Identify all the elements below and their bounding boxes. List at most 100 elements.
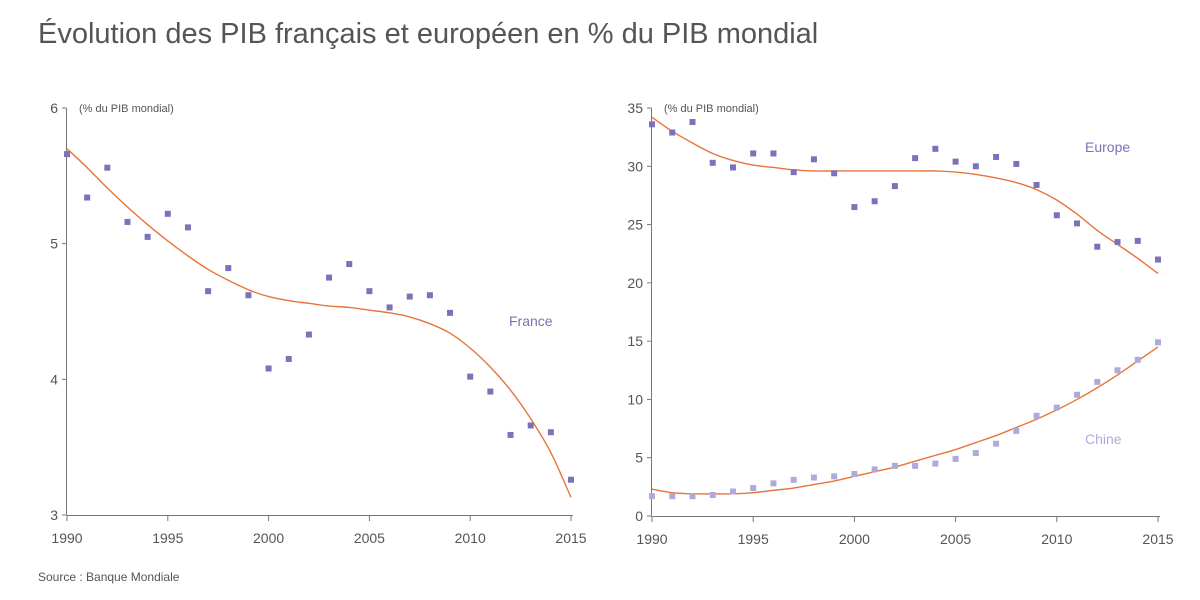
chart2-chine-point [891,462,898,469]
chart1-france-point [447,309,454,316]
chart2-chine-point [750,485,757,492]
chart2-chine-point [912,462,919,469]
chart1-france-point [225,265,232,272]
chart2-chine-point [669,493,676,500]
chart2-y-tick-label: 0 [635,508,643,524]
chart2-x-tick-label: 2005 [940,531,971,547]
chart2-europe-point [912,155,919,162]
chart1-france-trend-line [66,148,572,498]
chart1-france-point [144,233,151,240]
chart1-france-point [184,224,191,231]
chart2-europe-point [1013,160,1020,167]
chart2-europe-point [851,204,858,211]
chart1-france-point [426,292,433,299]
chart2-y-tick-label: 5 [635,450,643,466]
chart1-france-point [487,388,494,395]
chart1-x-tick-label: 2000 [253,530,284,546]
chart1-france-point [245,292,252,299]
chart1-x-tick-label: 2015 [555,530,586,546]
chart2-chine-point [1155,339,1161,346]
chart2-x-tick-label: 1990 [636,531,667,547]
chart2-chine-point [810,474,817,481]
chart2-europe-point [891,183,898,190]
chart1-y-tick-label: 4 [50,371,58,387]
chart1-x-tick-label: 2005 [354,530,385,546]
chart2-x-tick-label: 1995 [738,531,769,547]
chart2-europe-point [952,158,959,165]
chart2-europe-point [1155,256,1161,263]
chart2-chine-point [689,493,696,500]
chart1-france-point [467,373,474,380]
chart2-chine-label: Chine [1085,431,1122,447]
chart1-france-point [547,429,554,436]
chart1-france-point [285,355,292,362]
chart2-europe-point [831,170,838,177]
chart1-unit-label: (% du PIB mondial) [79,103,174,115]
chart2-europe-point [689,118,696,125]
chart2-europe-point [649,121,655,128]
chart1-x-tick-label: 1990 [51,530,82,546]
chart2-chine-point [993,440,1000,447]
chart2-x-tick-label: 2000 [839,531,870,547]
chart1-france-point [104,164,111,171]
chart2-europe-point [750,150,757,157]
chart2-europe-point [932,145,939,152]
chart2-chine-point [871,466,878,473]
chart2-chine-point [1094,378,1101,385]
chart1-y-tick-label: 6 [50,100,58,116]
chart2-x-tick-label: 2015 [1142,531,1173,547]
chart1-france-point [84,194,91,201]
chart2-chine-point [1013,427,1020,434]
chart2-unit-label: (% du PIB mondial) [664,103,759,115]
chart1-france-point [164,210,171,217]
chart2-x-tick-label: 2010 [1041,531,1072,547]
chart1-france-point [124,218,131,225]
chart1-france-point [326,274,333,281]
chart1-france-point [568,476,574,483]
chart1-france-point [527,422,534,429]
chart2-europe-point [993,153,1000,160]
chart2-europe-point [709,159,716,166]
chart2-chine-point [831,473,838,480]
chart2-europe-point [669,129,676,136]
chart2-europe-point [1033,181,1040,188]
chart2-chine-point [952,455,959,462]
chart2-europe-point [1134,237,1141,244]
chart2-chine-point [932,460,939,467]
chart2-chine-point [1114,367,1121,374]
chart2-chine-point [972,450,979,457]
chart1-france-point [366,288,373,295]
chart2-chine-point [1074,391,1081,398]
chart2-europe-point [810,156,817,163]
chart2-chine-point [1134,356,1141,363]
chart2-europe-point [1053,212,1060,219]
chart2-europe-trend-line [651,116,1159,275]
chart1-x-tick-label: 2010 [455,530,486,546]
chart1-france-point [205,288,212,295]
chart1-x-tick-label: 1995 [152,530,183,546]
chart1-france-point [265,365,272,372]
chart2-chine-point [649,493,655,500]
chart2-chine-trend-line [651,346,1159,495]
chart2-chine-point [1033,412,1040,419]
source-note: Source : Banque Mondiale [38,570,180,584]
chart2-y-tick-label: 30 [627,158,643,174]
chart2-chine-point [770,480,777,487]
chart2-europe-point [790,169,797,176]
chart1-france-point [406,293,413,300]
chart2-europe-point [729,164,736,171]
chart1-france-point [386,304,393,311]
chart2-europe-point [972,163,979,170]
chart1-france-point [305,331,312,338]
chart1-y-tick-label: 5 [50,236,58,252]
chart2-y-tick-label: 35 [627,100,643,116]
chart1-france-label: France [509,313,553,329]
chart2-europe-label: Europe [1085,139,1130,155]
chart2-y-tick-label: 10 [627,391,643,407]
chart2-europe-point [770,150,777,157]
chart1-france-point [346,261,353,268]
chart1-y-tick-label: 3 [50,507,58,523]
chart2-europe-point [871,198,878,205]
chart-title: Évolution des PIB français et européen e… [38,18,819,50]
